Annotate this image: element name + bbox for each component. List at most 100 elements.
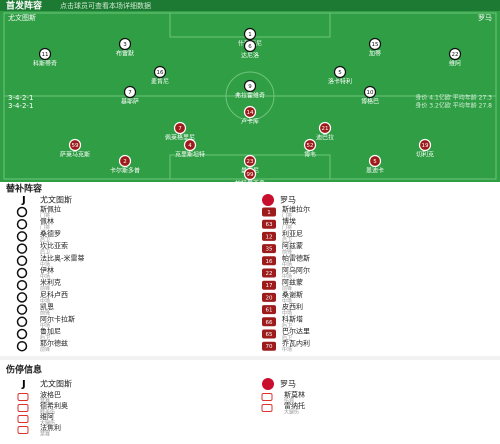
sub-position: 前锋	[40, 310, 50, 317]
player-name: 切利克	[416, 151, 434, 159]
sub-name: 巴尔达里	[282, 327, 310, 336]
sub-name: 斯佩拉	[40, 205, 61, 214]
sub-position: 后卫	[40, 249, 50, 256]
injuries-title: 伤停信息	[5, 364, 42, 376]
player-name: 洛卡特利	[328, 78, 352, 86]
player-name: 迪巴拉	[316, 134, 334, 142]
player-number: 52	[307, 143, 314, 149]
sub-position: 中场	[282, 273, 292, 280]
sub-name: 帕雷德斯	[282, 253, 310, 262]
away-info: 身价 3.2亿欧 平均年龄 27.8	[415, 102, 492, 110]
player-dot	[118, 37, 132, 51]
player-number: 99	[247, 172, 254, 178]
sub-badge	[262, 207, 276, 217]
injury-name: 雷纳托	[284, 401, 305, 410]
sub-position: 中场	[282, 346, 292, 353]
player-number: 9	[248, 84, 252, 90]
subs-away-team: 罗马	[280, 196, 296, 205]
sub-icon	[16, 243, 28, 254]
player-name: 帕特里西奥	[235, 180, 265, 188]
sub-icon	[16, 218, 28, 230]
player-number: 5	[338, 70, 342, 76]
player-name: 卢卡库	[241, 118, 259, 126]
player-number: 7	[128, 90, 132, 96]
sub-icon	[16, 328, 28, 340]
sub-name: 阿尔卡拉斯	[40, 314, 75, 323]
inj-home-team: 尤文图斯	[40, 379, 72, 389]
player-dot	[318, 121, 332, 135]
sub-name: 利亚尼	[282, 229, 303, 238]
sub-name: 凯恩	[40, 302, 54, 311]
sub-number: 1	[267, 210, 271, 216]
home-formation: 3-4-2-1	[8, 94, 33, 102]
sub-badge	[262, 317, 276, 327]
sub-name: 乔瓦内利	[282, 339, 310, 348]
player-dot	[173, 121, 187, 135]
player-dot	[243, 167, 257, 181]
player-dot	[363, 85, 377, 99]
injury-reason: 伤病	[284, 398, 294, 405]
player-number: 10	[367, 90, 374, 96]
player-dot	[243, 105, 257, 119]
sub-icon	[16, 267, 28, 279]
sub-position: 中场	[40, 273, 50, 280]
sub-name: 伊林	[40, 266, 54, 275]
sub-badge	[262, 244, 276, 254]
sub-position: 中场	[40, 297, 50, 304]
player-number: 5	[373, 159, 377, 165]
sub-name: 阿乌阿尔	[282, 266, 310, 275]
player-number: 3	[123, 42, 127, 48]
sub-name: 斯维拉尔	[282, 205, 310, 214]
sub-number: 35	[266, 247, 273, 253]
injury-icon	[261, 393, 273, 401]
sub-name: 尼科卢西	[40, 290, 68, 299]
svg-text:J: J	[21, 379, 26, 390]
sub-position: 前锋	[40, 346, 50, 353]
sub-position: 后卫	[40, 236, 50, 243]
player-dot	[118, 154, 132, 168]
player-name: 麦肯尼	[151, 78, 169, 86]
injury-icon	[17, 404, 29, 412]
player-name: 布雷默	[116, 50, 134, 58]
player-dot	[243, 27, 257, 41]
player-dot	[243, 79, 257, 93]
sub-position: 中场	[282, 310, 292, 317]
sub-position: 中场	[282, 297, 292, 304]
player-number: 16	[157, 70, 164, 76]
injury-reason: 大腿伤	[40, 420, 55, 427]
divider	[0, 356, 500, 360]
injury-name: 法焦利	[40, 423, 61, 432]
player-number: 15	[372, 42, 379, 48]
sub-badge	[262, 256, 276, 266]
injury-reason: 禁赛	[40, 398, 50, 405]
subtitle: 点击球员可查看本场详细数据	[60, 1, 151, 10]
sub-number: 20	[266, 295, 273, 301]
subs-title: 替补阵容	[6, 183, 42, 195]
player-name: 博韦	[304, 151, 316, 159]
sub-icon	[16, 255, 28, 267]
sub-position: 门将	[282, 212, 292, 219]
injury-icon	[17, 393, 29, 401]
player-dot	[183, 138, 197, 152]
sub-badge	[262, 292, 276, 302]
player-dot	[68, 138, 82, 152]
sub-icon	[16, 340, 28, 352]
sub-badge	[262, 231, 276, 241]
sub-number: 12	[266, 234, 273, 240]
player-number: 4	[188, 143, 192, 149]
subs-home-team: 尤文图斯	[40, 195, 72, 205]
player-name: 科斯蒂奇	[33, 60, 57, 68]
sub-number: 66	[266, 320, 273, 326]
sub-name: 皮西利	[282, 302, 303, 311]
sub-number: 63	[266, 222, 273, 228]
injury-reason: 大腿伤	[284, 409, 299, 416]
player-name: 基耶萨	[121, 98, 139, 106]
sub-icon	[16, 316, 28, 328]
injury-name: 斯莫林	[284, 390, 305, 399]
player-number: 59	[72, 143, 79, 149]
player-name: 克里斯坦特	[175, 151, 205, 159]
sub-number: 70	[266, 344, 273, 350]
player-number: 11	[42, 52, 49, 58]
sub-number: 16	[266, 259, 273, 265]
